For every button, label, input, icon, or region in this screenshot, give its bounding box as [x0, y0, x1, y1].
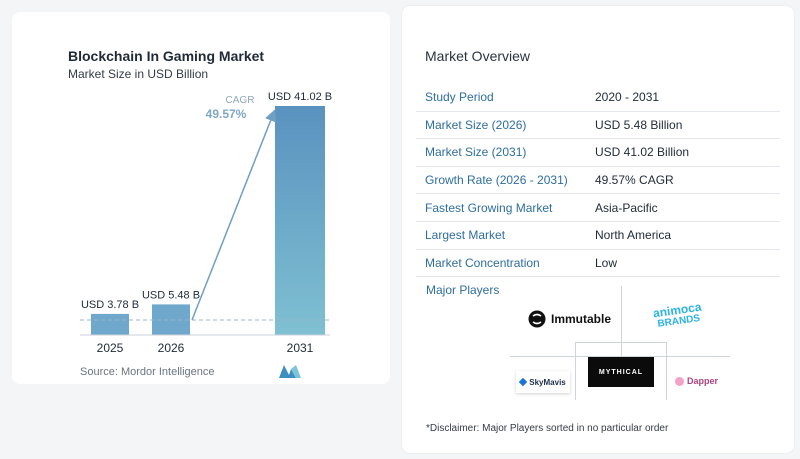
- row-value: 49.57% CAGR: [595, 166, 780, 195]
- data-label-2026: USD 5.48 B: [142, 289, 200, 301]
- mythical-logo: MYTHICAL: [588, 357, 654, 387]
- table-row: Market Size (2026) USD 5.48 Billion: [416, 111, 780, 140]
- row-key: Market Size (2026): [416, 111, 595, 140]
- row-value: USD 41.02 Billion: [595, 138, 780, 167]
- table-row: Largest Market North America: [416, 221, 780, 250]
- grid-divider: [666, 342, 667, 400]
- dapper-logo: Dapper: [675, 376, 718, 386]
- grid-divider: [575, 342, 576, 400]
- overview-table: Study Period 2020 - 2031 Market Size (202…: [416, 84, 780, 278]
- row-key: Largest Market: [416, 221, 595, 250]
- row-key: Growth Rate (2026 - 2031): [416, 166, 595, 195]
- table-row: Growth Rate (2026 - 2031) 49.57% CAGR: [416, 166, 780, 195]
- disclaimer: *Disclaimer: Major Players sorted in no …: [426, 423, 669, 434]
- cagr-value: 49.57%: [206, 107, 247, 121]
- skymavis-mark-icon: [519, 377, 528, 387]
- grid-divider: [510, 356, 730, 357]
- grid-divider: [575, 342, 667, 343]
- bar-2025: [91, 313, 129, 335]
- x-tick-2025: 2025: [97, 341, 124, 355]
- dapper-mark-icon: [675, 376, 684, 386]
- row-key: Fastest Growing Market: [416, 193, 595, 222]
- x-tick-2026: 2026: [158, 341, 185, 355]
- grid-divider: [621, 286, 622, 356]
- overview-title: Market Overview: [425, 48, 531, 64]
- immutable-mark-icon: [528, 310, 546, 328]
- data-label-2031: USD 41.02 B: [268, 91, 332, 103]
- immutable-label: Immutable: [551, 312, 612, 326]
- table-row: Market Size (2031) USD 41.02 Billion: [416, 138, 780, 167]
- dapper-label: Dapper: [687, 376, 719, 386]
- skymavis-label: SkyMavis: [529, 377, 566, 387]
- row-key: Market Size (2031): [416, 138, 595, 167]
- row-key: Study Period: [416, 84, 595, 112]
- source-text: Source: Mordor Intelligence: [80, 366, 215, 378]
- cagr-label: CAGR: [226, 95, 255, 106]
- chart-card: [12, 12, 390, 384]
- chart-title: Blockchain In Gaming Market: [68, 48, 265, 64]
- row-value: North America: [595, 221, 780, 250]
- row-value: 2020 - 2031: [595, 84, 780, 112]
- mythical-label: MYTHICAL: [598, 368, 644, 376]
- row-value: Low: [595, 249, 780, 278]
- row-value: Asia-Pacific: [595, 193, 780, 222]
- bar-chart: USD 3.78 B 2025 USD 5.48 B 2026 USD 41.02 B 2…: [80, 91, 332, 355]
- bar-2031: [275, 106, 325, 335]
- immutable-logo: Immutable: [528, 310, 611, 328]
- table-row: Market Concentration Low: [416, 249, 780, 278]
- major-players-title: Major Players: [426, 283, 500, 297]
- row-value: USD 5.48 Billion: [595, 111, 780, 140]
- row-key: Market Concentration: [416, 249, 595, 278]
- skymavis-logo: SkyMavis: [516, 371, 570, 393]
- chart-subtitle: Market Size in USD Billion: [68, 67, 209, 81]
- table-row: Study Period 2020 - 2031: [416, 84, 780, 112]
- x-tick-2031: 2031: [287, 341, 314, 355]
- cagr-arrow: [191, 109, 277, 321]
- mordor-logo-icon: [279, 365, 301, 378]
- data-label-2025: USD 3.78 B: [81, 299, 139, 311]
- table-row: Fastest Growing Market Asia-Pacific: [416, 193, 780, 222]
